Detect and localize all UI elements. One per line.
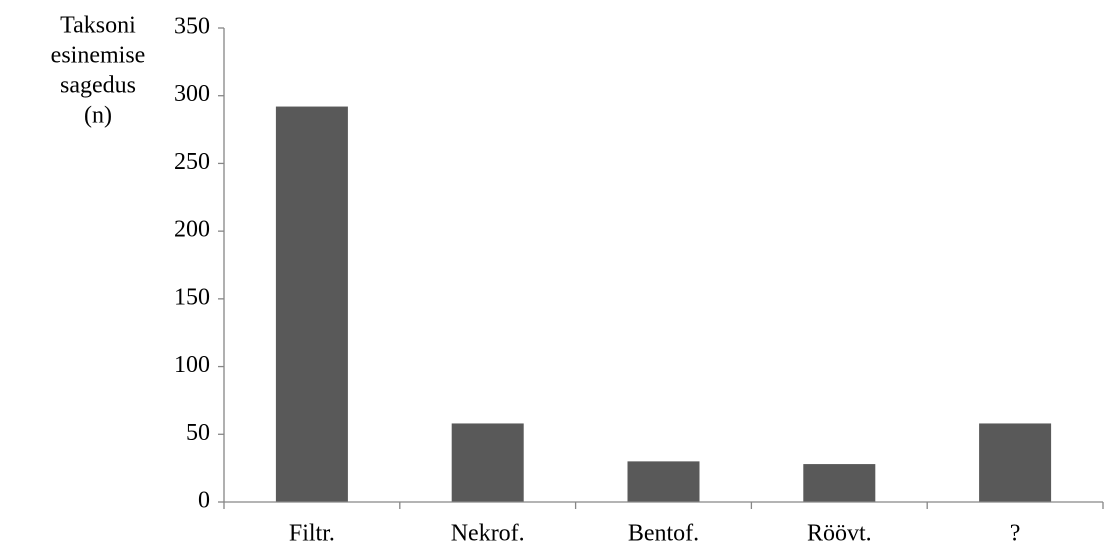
y-tick-label: 200 [174, 217, 210, 243]
x-tick-label: Röövt. [807, 521, 872, 547]
y-tick-label: 350 [174, 14, 210, 40]
y-tick-label: 300 [174, 81, 210, 107]
y-axis-label-line: esinemise [51, 43, 146, 69]
x-tick-label: ? [1010, 521, 1021, 547]
axes [223, 28, 1103, 503]
y-tick-label: 150 [174, 284, 210, 310]
bar [451, 423, 524, 502]
y-tick-label: 0 [198, 488, 210, 514]
y-axis-label-line: sagedus [60, 73, 136, 99]
y-axis-label-line: Taksoni [60, 13, 136, 39]
y-tick-label: 50 [186, 420, 210, 446]
x-tick-label: Bentof. [628, 521, 699, 547]
x-tick-label: Nekrof. [451, 521, 525, 547]
bar [275, 106, 348, 502]
x-tick-label: Filtr. [289, 521, 335, 547]
bar [803, 464, 876, 502]
x-axis-ticks: Filtr. Nekrof. Bentof. Röövt.? [223, 502, 1104, 547]
bars [275, 106, 1052, 502]
y-axis-label: Taksoni esinemise sagedus (n) [51, 13, 146, 129]
bar [979, 423, 1052, 502]
y-axis-label-line: (n) [84, 103, 112, 129]
y-tick-label: 100 [174, 352, 210, 378]
y-tick-label: 250 [174, 149, 210, 175]
y-axis-ticks: 0 50 100 150 200 250 300 350 [174, 14, 224, 514]
bar [627, 461, 700, 502]
